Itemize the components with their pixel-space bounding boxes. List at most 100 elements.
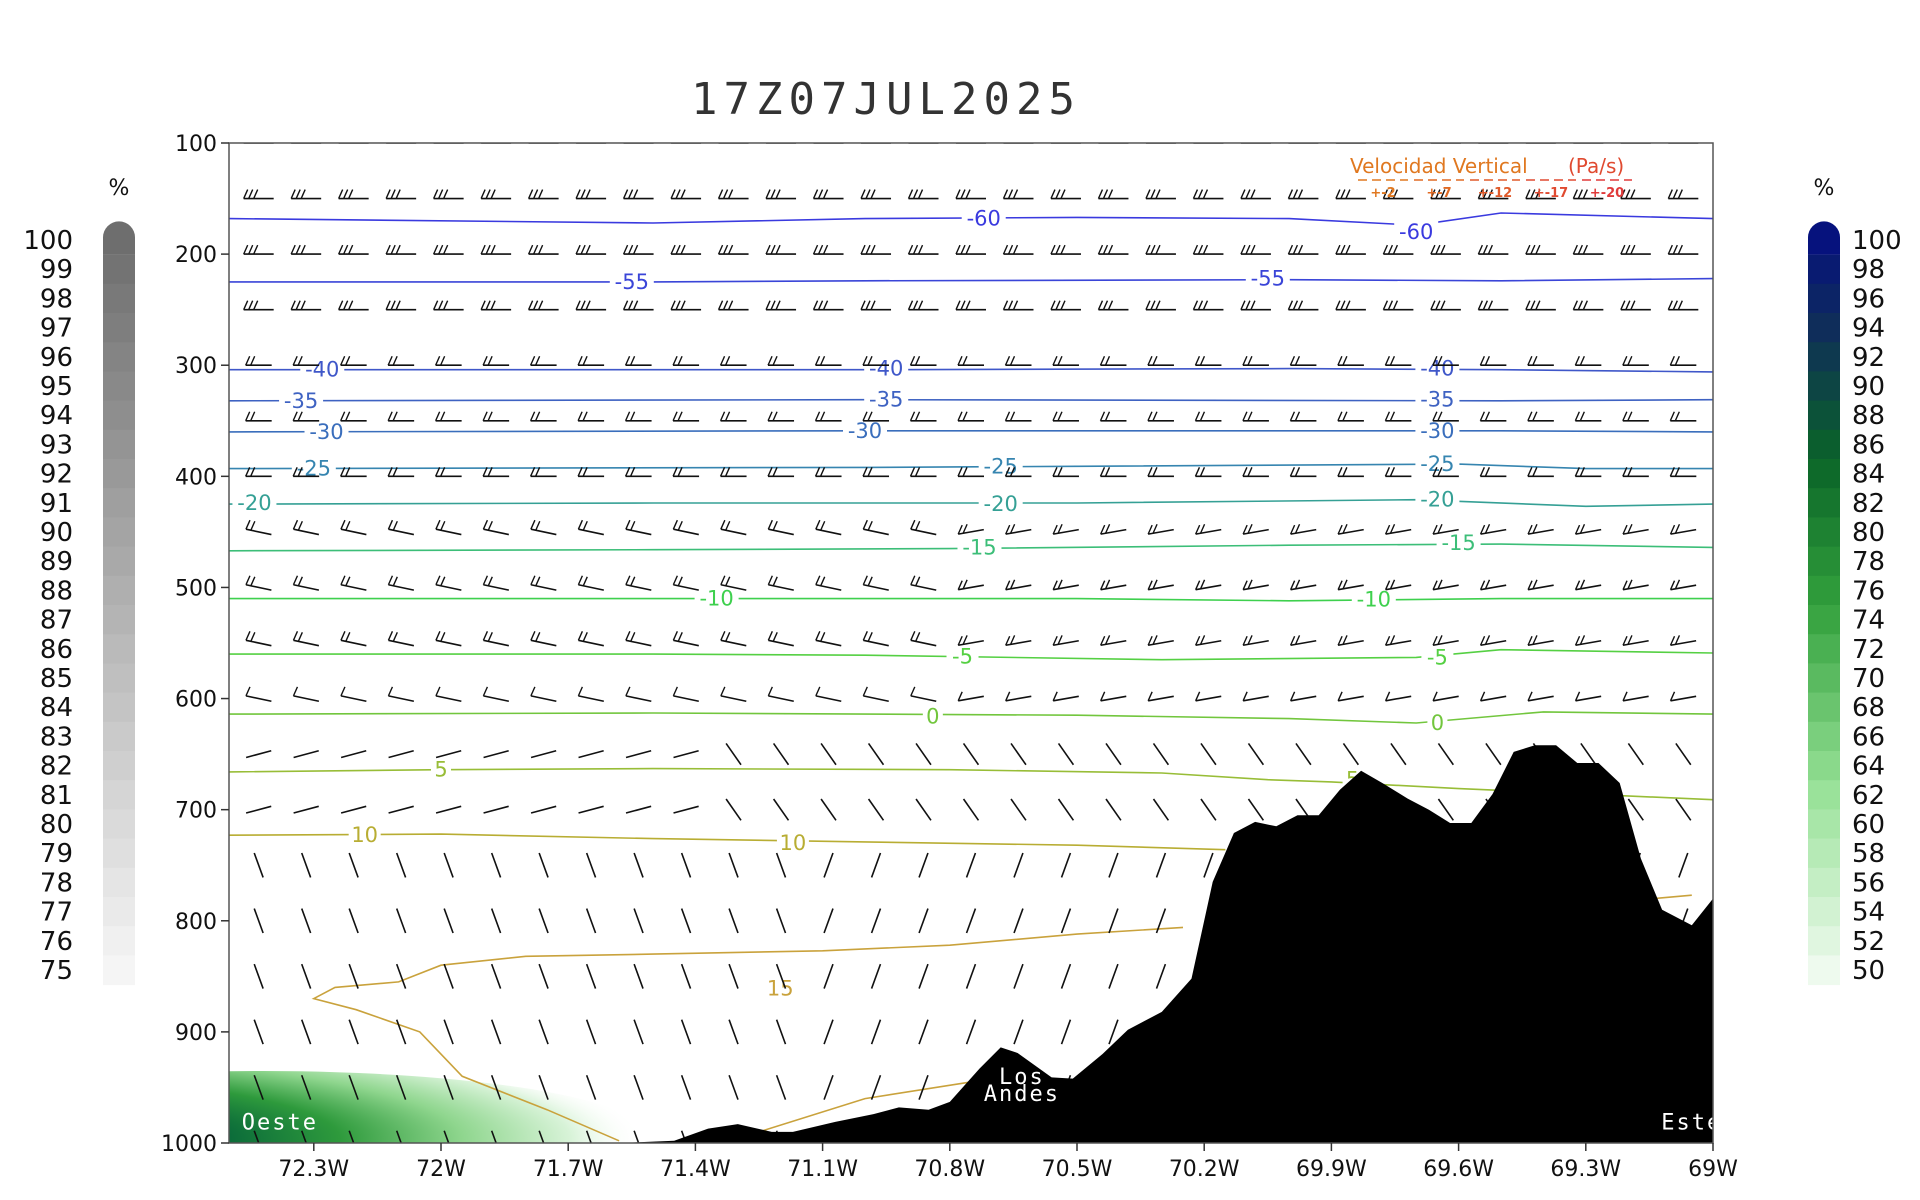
wind-barb-flag [1627,355,1633,366]
wind-barb-flag [1579,467,1585,477]
wind-barb-shaft [300,1130,308,1143]
wind-barb-flag [1674,467,1680,477]
wind-barb-flag [1337,411,1343,422]
wind-barb-flag [527,244,534,255]
wind-barb-flag [957,635,963,646]
wind-barb [435,631,462,647]
wind-barb [529,467,557,478]
wind-barb [720,519,747,536]
wind-barb-shaft [1242,528,1269,535]
wind-barb [1430,300,1461,311]
wind-barb-flag [1437,635,1443,645]
colorbar-label: 96 [1852,284,1885,314]
wind-barb-flag [1250,244,1256,255]
wind-barb-flag [1012,300,1019,310]
wind-barb-shaft [772,743,790,766]
wind-barb-shaft [1580,743,1597,766]
wind-barb-flag [1242,411,1248,422]
isotherm-5 [229,767,1713,801]
wind-barb [1242,523,1269,535]
wind-barb-shaft [870,963,882,989]
wind-barb-flag [670,300,676,310]
wind-barb-flag [1152,579,1158,590]
wind-barb [340,749,367,759]
wind-barb-shaft [1575,528,1602,535]
wind-barb-shaft [1385,695,1412,702]
contour-label-bg [232,492,277,514]
wind-barb-shaft [870,852,882,878]
wind-barb-shaft [1670,584,1697,591]
wind-barb-flag [1432,524,1438,535]
wind-barb-flag [245,519,251,530]
contour-label: -30 [848,419,882,443]
wind-barb-flag [300,300,306,310]
wind-barb [395,852,407,878]
wind-barb-flag [535,576,541,587]
wind-barb-shaft [633,1074,644,1100]
colorbar-label: 75 [40,956,73,986]
wind-barb-shaft [815,583,842,591]
contour-label: -15 [962,535,996,559]
wind-barb [1052,635,1079,647]
wind-barb-flag [1240,300,1246,310]
wind-barb-flag [961,143,962,144]
wind-barb-shaft [965,963,977,989]
wind-barb-flag [1009,467,1016,477]
wind-barb-shaft [1005,639,1032,647]
y-tick-label: 100 [175,132,217,157]
wind-barb [1097,244,1129,255]
wind-barb [385,189,417,200]
colorbar-cell [103,692,135,723]
wind-barb-flag [862,631,868,641]
wind-barb [385,300,417,311]
wind-barb-flag [1002,189,1009,199]
wind-barb-flag [1674,355,1680,366]
wind-barb-flag [290,244,296,255]
wind-barb [538,1019,549,1045]
wind-barb [300,908,312,934]
wind-barb [1200,743,1217,766]
wind-barb-shaft [1432,584,1459,591]
wind-barb [290,244,322,255]
wind-barb-shaft [673,583,699,591]
wind-barb [1052,467,1079,478]
wind-barb-flag [725,632,731,642]
wind-barb-flag [1192,189,1199,199]
wind-barb-flag [1004,467,1011,477]
wind-barb-flag [629,411,636,422]
wind-barb [395,963,407,989]
wind-barb-flag [1668,143,1670,144]
colorbar-cell [1808,897,1840,927]
wind-barb [1145,244,1176,255]
wind-barb-flag [632,300,639,310]
wind-barb-flag [1578,143,1580,144]
wind-barb-flag [767,355,773,366]
wind-barb [633,1074,644,1100]
wind-barb-flag [1527,355,1533,366]
wind-barb-flag [1669,411,1675,422]
wind-barb-flag [1147,691,1153,702]
wind-barb-flag [1009,635,1016,645]
wind-barb-flag [962,355,968,366]
wind-barb-flag [1582,189,1588,199]
wind-barb-flag [385,300,391,310]
colorbar-cell [103,517,135,548]
isotherm--10 [229,597,1713,602]
wind-barb-flag [1532,579,1538,590]
wind-barb [530,805,557,814]
wind-barb [1525,244,1556,255]
colorbar-label: 99 [40,255,73,285]
wind-barb [1437,743,1454,766]
wind-barb [1289,411,1317,422]
wind-barb-shaft [1622,639,1649,647]
wind-barb-flag [962,523,968,534]
wind-barb [293,749,319,759]
wind-barb-flag [1387,244,1394,255]
wind-barb-shaft [483,639,510,647]
contour-label-bg [1427,712,1448,734]
wind-barb-flag [675,244,681,255]
wind-barb-flag [1479,635,1486,646]
wind-barb-shaft [870,1019,882,1045]
wind-barb [1432,523,1459,535]
wind-barb-shaft [1108,1019,1119,1045]
